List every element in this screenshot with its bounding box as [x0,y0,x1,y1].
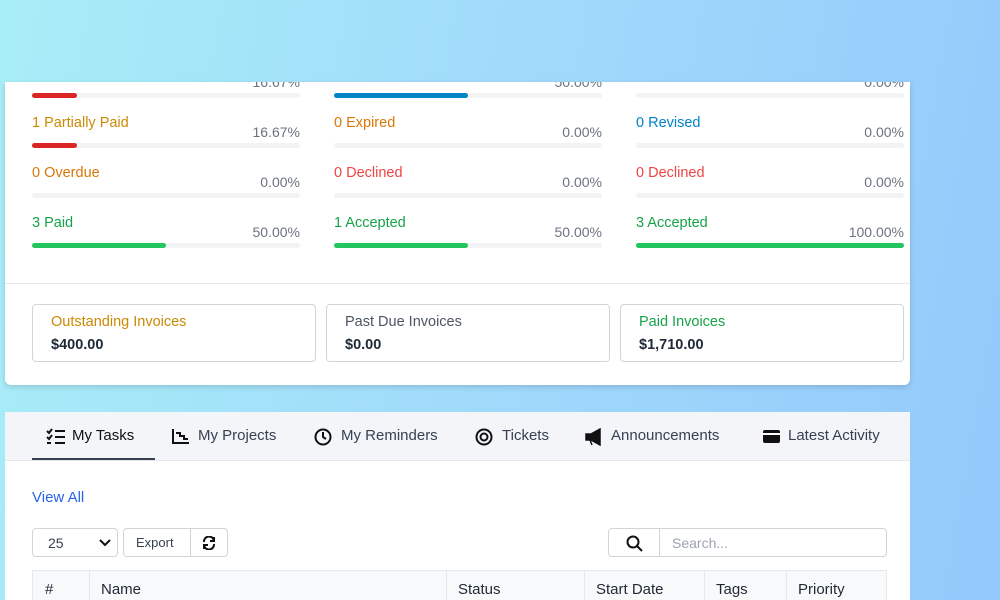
progress-bar [32,143,77,148]
stat-percent: 0.00% [864,174,904,190]
announcements-icon [585,428,601,446]
column-border [446,571,447,600]
stat-percent: 0.00% [864,124,904,140]
summary-card: Past Due Invoices $0.00 [326,304,610,362]
progress-bar [334,93,468,98]
stat-label: 3 Paid [32,215,74,231]
refresh-icon [203,536,215,550]
search-divider [659,529,660,556]
summary-card: Paid Invoices $1,710.00 [620,304,904,362]
page-size-select[interactable]: 25 [32,528,118,557]
stat-percent: 0.00% [562,174,602,190]
stat-label: 0 Expired [334,115,396,131]
progress-track [334,143,602,148]
column-border [704,571,705,600]
stat-percent: 100.00% [848,224,904,240]
summary-amount: $400.00 [51,337,104,353]
export-label: Export [136,535,174,550]
stat-label: 1 Partially Paid [32,115,129,131]
stats-panel: 16.67% 1 Partially Paid 16.67% 0 Overdue 0.0… [5,82,910,385]
progress-bar [636,243,904,248]
stat-label: 0 Declined [636,165,705,181]
stat-percent: 50.00% [252,224,300,240]
search-placeholder: Search... [672,535,729,551]
select-caret [99,539,111,547]
progress-bar [32,243,166,248]
progress-track [334,93,602,98]
tab-bar [5,412,910,461]
activity-icon [763,430,780,443]
export-button[interactable]: Export [123,528,191,557]
stat-percent: 0.00% [562,124,602,140]
tasks-panel: View All 25 Export Search... # Name Status… [5,412,910,600]
progress-track [334,193,602,198]
progress-bar [334,243,468,248]
stat-label: 0 Overdue [32,165,100,181]
summary-title: Paid Invoices [639,314,726,330]
progress-track [32,193,300,198]
summary-card: Outstanding Invoices $400.00 [32,304,316,362]
summary-title: Outstanding Invoices [51,314,187,330]
tab[interactable]: Tickets [502,427,549,444]
stat-label: 3 Accepted [636,215,708,231]
column-header[interactable]: Priority [798,581,845,598]
stat-percent: 50.00% [554,82,602,90]
progress-track [32,93,300,98]
column-header[interactable]: Name [101,581,142,598]
progress-track [32,243,300,248]
table-header: # Name Status Start Date Tags Priority [32,570,887,600]
progress-track [636,193,904,198]
stat-percent: 0.00% [864,82,904,90]
stat-label: 1 Accepted [334,215,406,231]
view-all-link[interactable]: View All [32,489,85,506]
column-border [89,571,90,600]
column-header[interactable]: Tags [716,581,748,598]
tab[interactable]: Latest Activity [788,427,880,444]
page-size: 25 [48,535,64,551]
projects-icon [172,429,189,444]
tab[interactable]: My Tasks [72,427,135,444]
search-box[interactable]: Search... [608,528,887,557]
column-border [584,571,585,600]
progress-track [636,93,904,98]
tasks-icon [46,428,65,444]
progress-track [636,143,904,148]
search-icon [626,535,643,552]
tab[interactable]: My Reminders [341,427,438,444]
column-header[interactable]: # [45,581,54,598]
column-header[interactable]: Start Date [596,581,664,598]
progress-track [334,243,602,248]
divider [5,283,910,284]
summary-amount: $1,710.00 [639,337,704,353]
tab[interactable]: Announcements [611,427,720,444]
active-tab-underline [32,458,155,460]
stat-percent: 50.00% [554,224,602,240]
progress-bar [32,93,77,98]
stat-percent: 16.67% [252,124,300,140]
stat-percent: 16.67% [252,82,300,90]
summary-title: Past Due Invoices [345,314,462,330]
stat-percent: 0.00% [260,174,300,190]
progress-track [32,143,300,148]
tab[interactable]: My Projects [198,427,277,444]
column-header[interactable]: Status [458,581,501,598]
refresh-button[interactable] [190,528,228,557]
tickets-icon [475,428,493,446]
reminders-icon [314,428,332,446]
summary-amount: $0.00 [345,337,382,353]
stat-label: 0 Declined [334,165,403,181]
column-border [786,571,787,600]
stat-label: 0 Revised [636,115,701,131]
